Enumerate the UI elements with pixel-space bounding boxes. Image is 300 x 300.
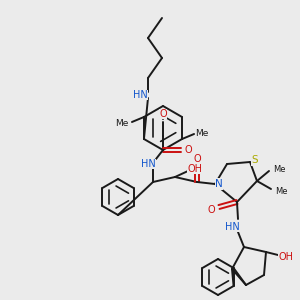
Text: Me: Me [275,187,287,196]
Text: N: N [215,179,223,189]
Text: OH: OH [278,252,293,262]
Text: O: O [159,109,167,119]
Text: Me: Me [115,118,129,127]
Text: O: O [207,205,215,215]
Text: Me: Me [195,130,209,139]
Text: HN: HN [225,222,239,232]
Text: HN: HN [133,90,147,100]
Text: O: O [184,145,192,155]
Text: HN: HN [141,159,155,169]
Text: Me: Me [273,164,285,173]
Text: S: S [252,155,258,165]
Text: O: O [193,154,201,164]
Text: OH: OH [188,164,202,174]
